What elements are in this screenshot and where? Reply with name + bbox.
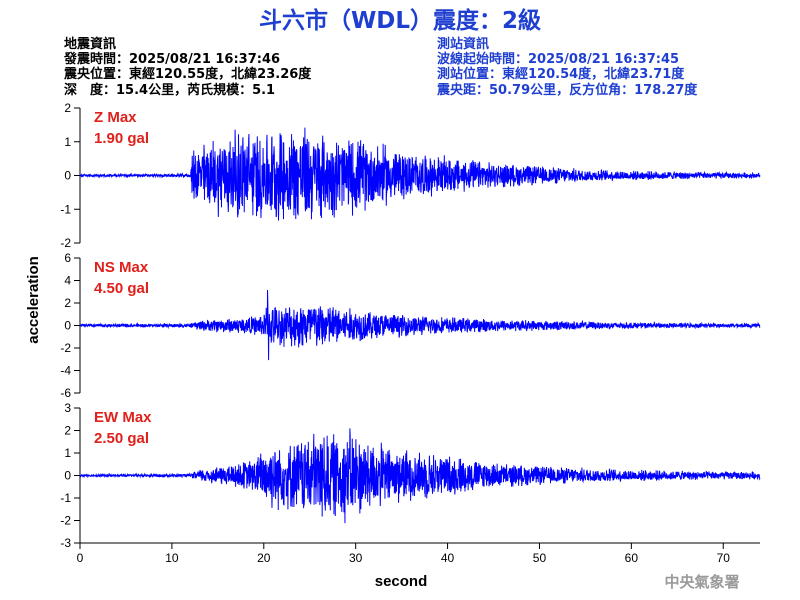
y-tick-label: 4 <box>64 274 71 288</box>
y-tick-label: -3 <box>60 536 71 550</box>
y-tick-label: 3 <box>64 401 71 415</box>
x-axis-label: second <box>375 573 428 590</box>
x-tick-label: 30 <box>349 551 363 565</box>
y-tick-label: 6 <box>64 251 71 265</box>
panel-z: -2 -1 0 1 2 Z Max 1.90 gal <box>60 101 761 250</box>
y-tick-label: -6 <box>60 386 71 400</box>
x-tick-label: 10 <box>165 551 179 565</box>
station-info: 測站資訊 波線起始時間：2025/08/21 16:37:45 測站位置：東經1… <box>436 36 698 98</box>
earthquake-info: 地震資訊 發震時間：2025/08/21 16:37:46 震央位置：東經120… <box>63 36 312 98</box>
station-location: 測站位置：東經120.54度，北緯23.71度 <box>437 66 685 82</box>
max-value-ew: 2.50 gal <box>94 430 149 447</box>
waveform-z <box>79 127 761 221</box>
x-tick-label: 50 <box>533 551 547 565</box>
max-value-z: 1.90 gal <box>94 130 149 147</box>
station-info-heading: 測站資訊 <box>437 36 489 52</box>
epicenter-location: 震央位置：東經120.55度，北緯23.26度 <box>63 66 312 82</box>
max-name-ns: NS Max <box>94 259 149 276</box>
y-tick-label: 2 <box>64 424 71 438</box>
y-tick-label: 1 <box>64 135 71 149</box>
max-name-ew: EW Max <box>94 409 152 426</box>
panel-ew: -3 -2 -1 0 1 2 3 EW Max 2.50 gal <box>60 401 761 550</box>
y-tick-label: -2 <box>60 341 71 355</box>
panels: -2 -1 0 1 2 Z Max 1.90 gal -6 -4 -2 0 2 4 6 NS Max 4.50… <box>60 101 761 550</box>
y-tick-label: -1 <box>60 491 71 505</box>
y-tick-label: -2 <box>60 236 71 250</box>
x-tick-label: 20 <box>257 551 271 565</box>
y-tick-label: 2 <box>64 296 71 310</box>
epicentral-distance: 震央距：50.79公里，反方位角：178.27度 <box>436 82 698 98</box>
chart-title: 斗六市（WDL）震度：2級 <box>259 7 541 34</box>
y-tick-label: -2 <box>60 514 71 528</box>
y-tick-label: 0 <box>64 169 71 183</box>
y-tick-label: 0 <box>64 469 71 483</box>
y-tick-label: -4 <box>60 364 71 378</box>
waveform-start-time: 波線起始時間：2025/08/21 16:37:45 <box>437 51 679 67</box>
agency-watermark: 中央氣象署 <box>664 573 739 591</box>
panel-ns: -6 -4 -2 0 2 4 6 NS Max 4.50 gal <box>60 251 761 400</box>
max-name-z: Z Max <box>94 109 137 126</box>
waveform-ew <box>79 428 761 524</box>
y-tick-label: 1 <box>64 446 71 460</box>
x-tick-label: 0 <box>77 551 84 565</box>
y-tick-label: 0 <box>64 319 71 333</box>
x-axis: 0 10 20 30 40 50 60 70 <box>77 542 760 565</box>
depth-magnitude: 深 度：15.4公里，芮氏規模：5.1 <box>64 82 275 98</box>
earthquake-info-heading: 地震資訊 <box>64 36 116 52</box>
y-axis-label: acceleration <box>25 256 42 344</box>
origin-time: 發震時間：2025/08/21 16:37:46 <box>63 51 280 67</box>
x-tick-label: 70 <box>717 551 731 565</box>
y-tick-label: -1 <box>60 202 71 216</box>
y-tick-label: 2 <box>64 101 71 115</box>
waveform-ns <box>79 289 761 361</box>
x-tick-label: 60 <box>625 551 639 565</box>
max-value-ns: 4.50 gal <box>94 280 149 297</box>
x-tick-label: 40 <box>441 551 455 565</box>
